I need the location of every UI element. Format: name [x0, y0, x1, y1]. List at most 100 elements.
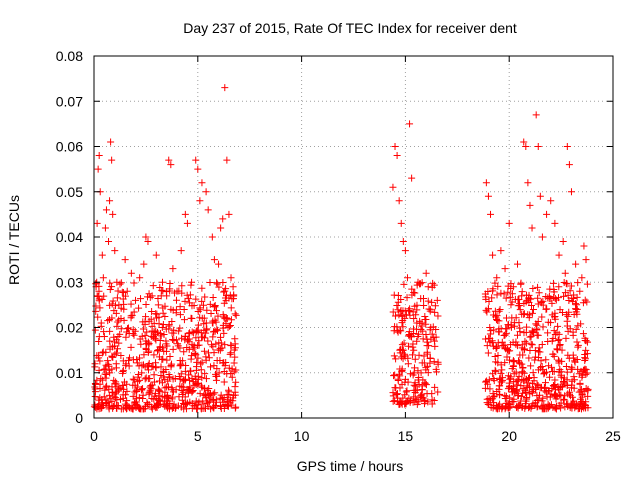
data-point [142, 402, 150, 410]
data-point [399, 355, 407, 363]
data-point [151, 390, 159, 398]
data-point [567, 384, 575, 392]
data-point [218, 395, 226, 403]
data-point [207, 310, 215, 318]
data-point [534, 294, 542, 302]
data-point [195, 337, 203, 345]
data-point [200, 314, 208, 322]
data-point [219, 324, 227, 332]
data-point [490, 377, 498, 385]
data-point [517, 382, 525, 390]
data-point [584, 338, 592, 346]
data-point [525, 374, 533, 382]
data-point [96, 304, 104, 312]
data-point [420, 302, 428, 310]
data-point [113, 294, 121, 302]
data-point [106, 285, 114, 293]
data-point [106, 301, 114, 309]
data-point [534, 366, 542, 374]
data-point [483, 308, 491, 316]
data-point [157, 371, 165, 379]
data-point [136, 335, 144, 343]
data-point [181, 210, 189, 218]
data-point [393, 301, 401, 309]
data-point [403, 294, 411, 302]
data-point [496, 376, 504, 384]
data-point [514, 302, 522, 310]
data-point [559, 377, 567, 385]
data-point [553, 402, 561, 410]
data-point [212, 372, 220, 380]
data-point [150, 328, 158, 336]
data-point [490, 393, 498, 401]
data-point [173, 287, 181, 295]
data-point [580, 242, 588, 250]
data-point [532, 111, 540, 119]
data-point [564, 312, 572, 320]
data-point [200, 320, 208, 328]
data-point [176, 382, 184, 390]
data-point [231, 335, 239, 343]
data-point [113, 278, 121, 286]
data-point [164, 377, 172, 385]
data-point [568, 377, 576, 385]
data-point [538, 233, 546, 241]
data-point [199, 400, 207, 408]
data-point [225, 388, 233, 396]
data-point [188, 400, 196, 408]
data-point [509, 283, 517, 291]
data-point [576, 287, 584, 295]
data-point [156, 377, 164, 385]
data-point [199, 301, 207, 309]
data-point [95, 351, 103, 359]
data-point [203, 397, 211, 405]
data-point [98, 349, 106, 357]
data-point [535, 344, 543, 352]
data-point [408, 285, 416, 293]
data-point [535, 348, 543, 356]
data-point [232, 403, 240, 411]
data-point [217, 391, 225, 399]
data-point [127, 312, 135, 320]
data-point [102, 396, 110, 404]
data-point [394, 398, 402, 406]
data-point [578, 391, 586, 399]
data-point [433, 368, 441, 376]
data-point [417, 369, 425, 377]
data-point [226, 322, 234, 330]
data-point [135, 362, 143, 370]
data-point [163, 356, 171, 364]
data-point [409, 325, 417, 333]
data-point [572, 305, 580, 313]
data-point [563, 368, 571, 376]
data-point [562, 311, 570, 319]
data-point [227, 316, 235, 324]
data-point [146, 375, 154, 383]
data-point [493, 274, 501, 282]
data-point [215, 369, 223, 377]
data-point [520, 310, 528, 318]
data-point [166, 373, 174, 381]
data-point [582, 256, 590, 264]
data-point [563, 322, 571, 330]
data-point [109, 353, 117, 361]
data-point [392, 384, 400, 392]
data-point [494, 339, 502, 347]
data-point [189, 386, 197, 394]
data-point [152, 251, 160, 259]
data-point [392, 355, 400, 363]
data-point [535, 289, 543, 297]
data-point [564, 351, 572, 359]
data-point [204, 349, 212, 357]
data-point [409, 308, 417, 316]
data-point [144, 361, 152, 369]
data-point [119, 366, 127, 374]
data-point [578, 373, 586, 381]
data-point [424, 362, 432, 370]
data-point [563, 280, 571, 288]
data-point [198, 374, 206, 382]
data-point [219, 278, 227, 286]
data-point [105, 403, 113, 411]
data-point [203, 325, 211, 333]
data-point [159, 278, 167, 286]
